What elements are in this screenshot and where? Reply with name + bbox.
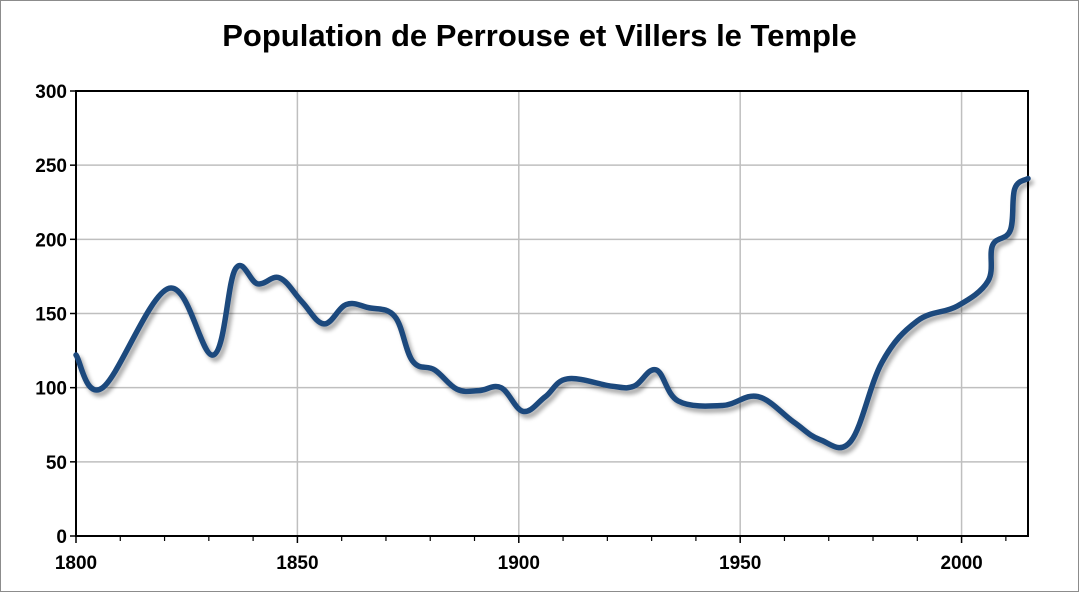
y-tick-label: 250 <box>35 156 67 177</box>
y-tick-label: 300 <box>35 82 67 103</box>
chart-title: Population de Perrouse et Villers le Tem… <box>222 18 857 53</box>
series-layer <box>73 175 1031 451</box>
x-tick-label: 1850 <box>276 553 318 574</box>
y-tick-label: 200 <box>35 230 67 251</box>
x-tick-label: 1950 <box>719 553 761 574</box>
y-tick-label: 0 <box>56 527 67 548</box>
y-tick-label: 150 <box>35 305 67 326</box>
axis-tick-labels: 0 50 100 150 200 250 300 1800 1850 1900 1950 2000 <box>35 82 982 574</box>
gridlines <box>76 91 1028 536</box>
axis-ticks <box>70 90 1007 543</box>
x-tick-label: 2000 <box>940 553 982 574</box>
y-tick-label: 100 <box>35 379 67 400</box>
population-line <box>73 175 1031 451</box>
y-tick-label: 50 <box>46 453 67 474</box>
x-tick-label: 1800 <box>55 553 97 574</box>
x-tick-label: 1900 <box>498 553 540 574</box>
